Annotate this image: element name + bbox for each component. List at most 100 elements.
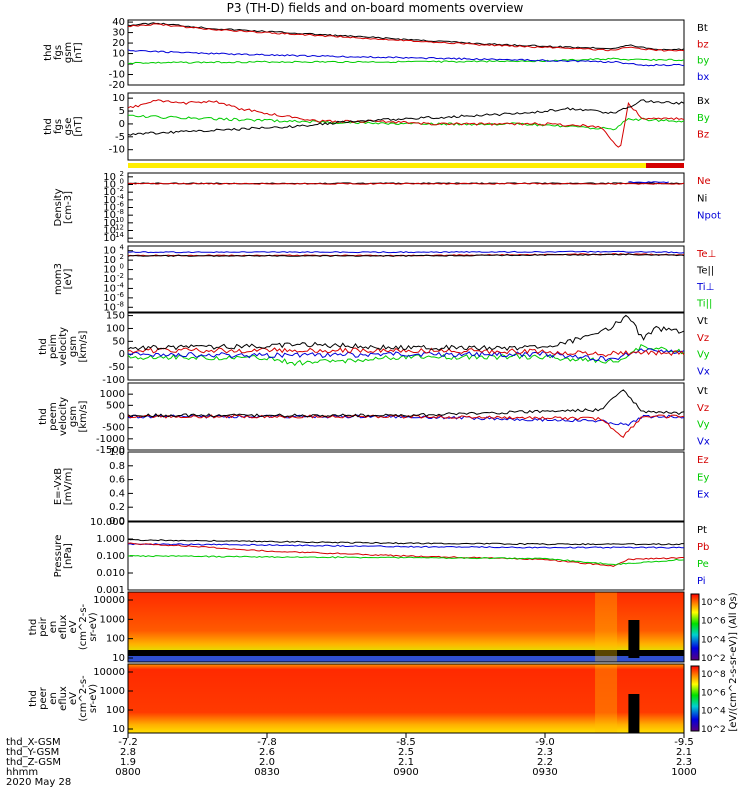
panel-3-ylabel-line: [cm-3] [63,191,74,224]
colorbar-label: [eV/(cm^2-s-sr-eV)] (All Qs) [728,592,739,731]
panel-3-ytick-exp: 2 [120,170,124,178]
panel-2-series-bz [127,99,685,148]
ephemeris-value: 2.1 [398,757,414,768]
panel-3-ytick: 10 [103,226,116,237]
panel-6-ytick: -1000 [96,434,125,445]
panel-3-ytick: 10 [103,187,116,198]
panel-3-ytick-exp: -12 [113,224,124,232]
panel-7-legend-ex: Ex [697,490,709,501]
panel-10-ylabel-line: thd [28,690,39,707]
panel-3-ytick: 10 [103,195,116,206]
panel-6-ytick: 500 [106,400,125,411]
panel-4-ytick-exp: 2 [120,253,124,261]
panel-4-ytick-exp: 0 [120,263,124,271]
panel-1-series-bt [127,22,685,51]
panel-8-ytick: 0.100 [96,551,125,562]
time-tick-label: 0930 [532,767,557,778]
panel-3-ytick: 10 [103,180,116,191]
panel-6-series-vz [127,414,685,438]
panel-8-ylabel-line: [nPa] [63,543,74,569]
panel-9-ytick: 100 [106,634,125,645]
panel-10-ylabel-line: eV [68,692,79,705]
panel-1-ytick: 30 [112,28,125,39]
panel-2-frame [127,92,685,161]
ephemeris-value: -7.2 [118,737,138,748]
panel-7-frame [127,451,685,522]
panel-9-ylabel-line: peir [38,616,49,636]
panel-1-ylabel-line: [nT] [73,42,84,62]
panel-9-ylabel-line: thd [28,619,39,636]
panel-1-ylabel-line: gsm [63,42,74,63]
time-tick-label: 0800 [115,767,140,778]
panel-5-series-vy [127,344,685,367]
panel-2-ylabel-line: gse [63,118,74,136]
panel-3-legend-ne: Ne [697,176,711,187]
panel-8-series-pt [127,538,684,546]
ephemeris-value: 2.8 [120,747,136,758]
panel-5-ylabel-line: [km/s] [78,330,89,362]
panel-10-colorbar-tick: 10^6 [701,688,726,698]
ephemeris-label: 2020 May 28 [6,777,71,788]
ephemeris-value: 2.6 [259,747,275,758]
panel-9-colorbar-tick: 10^4 [701,635,726,645]
page-title: P3 (TH-D) fields and on-board moments ov… [226,1,524,15]
panel-4-legend-ti||: Ti|| [696,299,712,310]
panel-1-ytick: -10 [109,70,125,81]
ephemeris-label: thd_Y-GSM [6,747,59,758]
panel-4-series-te|| [127,253,685,257]
panel-4-ylabel-line: mom3 [53,263,64,295]
panel-3-series-npot [628,181,669,184]
panel-4-legend-ti⊥: Ti⊥ [696,282,714,293]
panel-2-ytick: -5 [115,132,125,143]
panel-5-ytick: 150 [106,311,125,322]
panel-6-ytick: 0 [119,412,125,423]
panel-1-ytick: 10 [112,49,125,60]
panel-10-ylabel-line: sr-eV) [88,684,99,713]
panel-4-ytick: 10 [103,265,116,276]
panel-5-series-vz [127,347,685,358]
panel-10-ylabel-line: eflux [58,686,69,711]
ephemeris-value: 2.0 [259,757,275,768]
panel-3-legend-npot: Npot [697,211,721,222]
panel-10-colorbar [690,665,700,732]
mode-bar-slow [128,163,684,168]
panel-9-ylabel-line: en [48,621,59,634]
panel-6-ytick: -1500 [96,445,125,456]
ephemeris-value: 1.9 [120,757,136,768]
panel-3-ytick: 10 [103,218,116,229]
panel-3-ytick: 10 [103,210,116,221]
ephemeris-value: -9.5 [674,737,694,748]
panel-8-series-pi [127,543,685,549]
panel-1-legend-bz: bz [697,39,709,50]
panel-5-legend-vy: Vy [697,350,710,361]
panel-10-ylabel-line: peer [38,686,49,710]
ephemeris-label: thd_X-GSM [6,737,61,748]
panel-4-series-ti⊥ [128,250,685,254]
panel-4-ytick-exp: -2 [117,272,124,280]
panel-7-legend-ez: Ez [697,455,709,466]
panel-10-colorbar-tick: 10^8 [701,670,726,680]
panel-3-legend-ni: Ni [697,193,707,204]
panel-8-legend-pe: Pe [697,559,709,570]
panel-8-legend-pt: Pt [697,525,707,536]
panel-4-ytick-exp: -6 [117,291,125,299]
panel-7-ytick: 1.0 [109,447,125,458]
panel-1-ytick: 20 [112,38,125,49]
panel-3-ytick-exp: -14 [113,231,125,239]
panel-7-ytick: 0.6 [109,475,125,486]
panel-6-legend-vt: Vt [697,386,708,397]
panel-1-legend-bt: Bt [697,23,708,34]
panel-9-disturbance [595,592,618,662]
mode-bar-fast [646,163,684,168]
panel-4-legend-te||: Te|| [696,266,714,277]
panel-6-ytick: 1000 [100,389,125,400]
panel-1-legend-bx: bx [697,72,709,83]
panel-5-series-vt [127,314,685,352]
panel-4-ytick: 10 [103,246,116,257]
panel-4-ytick-exp: -8 [117,300,124,308]
panel-3-ytick: 10 [103,172,116,183]
panel-9-ylabel-line: (cm^2-s- [78,603,89,650]
panel-9-frame [127,591,685,663]
panel-9-ytick: 10000 [93,595,125,606]
